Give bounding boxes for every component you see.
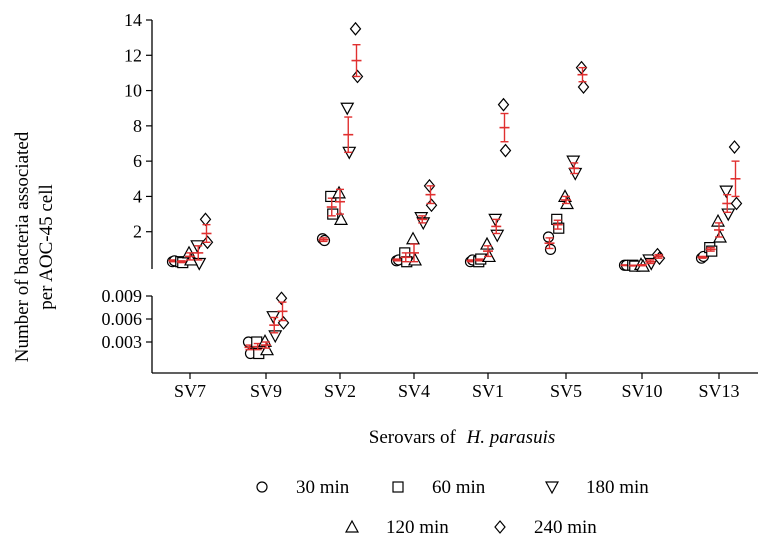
y-tick-label-lower: 0.003 [102, 332, 143, 352]
point-diamond [732, 197, 742, 209]
legend-square-marker [393, 482, 403, 492]
x-tick-label: SV1 [472, 381, 504, 401]
point-diamond [499, 99, 509, 111]
y-tick-label-upper: 2 [133, 222, 142, 242]
point-triangle-down [341, 103, 353, 114]
point-triangle-down [722, 209, 734, 220]
legend-label: 180 min [586, 477, 649, 498]
legend-item: 120 min [346, 517, 449, 538]
point-diamond [730, 141, 740, 153]
point-circle [544, 232, 554, 242]
x-tick-label: SV5 [550, 381, 582, 401]
x-tick-label: SV9 [250, 381, 282, 401]
x-tick-label: SV2 [324, 381, 356, 401]
legend-item: 180 min [546, 477, 649, 498]
legend-label: 120 min [386, 517, 449, 538]
legend-triangle-down-marker [546, 482, 558, 493]
legend-item: 240 min [495, 517, 597, 538]
x-tick-label: SV4 [398, 381, 430, 401]
legend-label: 60 min [432, 477, 486, 498]
point-diamond [579, 81, 589, 93]
x-tick-label: SV7 [174, 381, 206, 401]
y-tick-label-upper: 14 [124, 10, 142, 30]
point-diamond [351, 23, 361, 35]
point-circle [320, 236, 330, 246]
point-triangle-down [491, 230, 503, 241]
y-axis-label-line2: per AOC-45 cell [36, 184, 57, 310]
x-axis-label: Serovars of H. parasuis [369, 427, 556, 448]
point-diamond [501, 145, 511, 157]
point-diamond [201, 213, 211, 225]
x-axis-label-species: H. parasuis [466, 427, 556, 448]
point-triangle-up [481, 238, 493, 249]
y-tick-label-upper: 4 [133, 186, 142, 206]
point-triangle-down [720, 186, 732, 197]
point-diamond [279, 317, 289, 329]
x-tick-label: SV13 [698, 381, 739, 401]
x-tick-label: SV10 [621, 381, 662, 401]
point-triangle-up [407, 233, 419, 244]
legend-item: 60 min [393, 477, 486, 498]
legend-circle-marker [257, 482, 267, 492]
y-axis-label-line1: Number of bacteria associated [12, 131, 33, 362]
point-triangle-up [712, 215, 724, 226]
legend-label: 240 min [534, 517, 597, 538]
y-tick-label-upper: 6 [133, 151, 142, 171]
x-axis-label-prefix: Serovars of [369, 427, 457, 448]
y-tick-label-upper: 8 [133, 116, 142, 136]
y-tick-label-upper: 10 [124, 81, 142, 101]
legend-triangle-up-marker [346, 521, 358, 532]
y-tick-label-lower: 0.006 [102, 309, 143, 329]
y-tick-label-lower: 0.009 [102, 286, 143, 306]
legend-item: 30 min [257, 477, 350, 498]
point-circle [546, 244, 556, 254]
legend-label: 30 min [296, 477, 350, 498]
marks-layer [168, 23, 742, 359]
y-tick-label-upper: 12 [124, 45, 142, 65]
point-diamond [427, 199, 437, 211]
point-triangle-down [567, 156, 579, 167]
legend-diamond-marker [495, 521, 505, 533]
legend: 30 min 60 min 180 min 120 min 240 min [257, 477, 649, 538]
